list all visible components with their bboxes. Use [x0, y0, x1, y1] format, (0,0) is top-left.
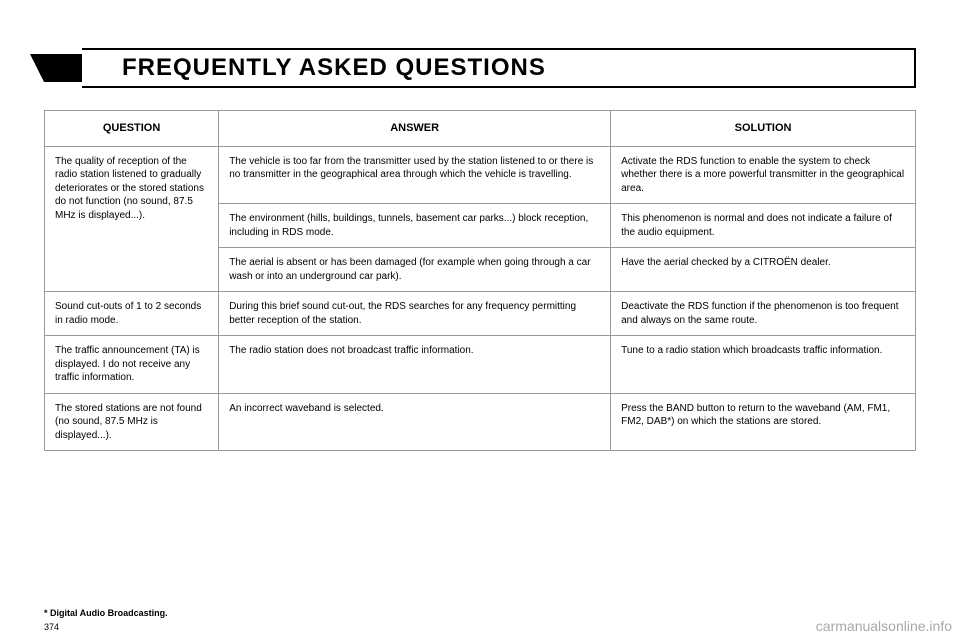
cell-answer: The radio station does not broadcast tra… [219, 336, 611, 394]
page-title: FREQUENTLY ASKED QUESTIONS [122, 54, 546, 82]
cell-answer: An incorrect waveband is selected. [219, 393, 611, 451]
table-row: The stored stations are not found (no so… [45, 393, 916, 451]
cell-answer: The environment (hills, buildings, tunne… [219, 204, 611, 248]
col-header-answer: ANSWER [219, 111, 611, 147]
page-number: 374 [44, 622, 59, 632]
cell-question: The stored stations are not found (no so… [45, 393, 219, 451]
cell-solution: Press the BAND button to return to the w… [611, 393, 916, 451]
title-banner: FREQUENTLY ASKED QUESTIONS [44, 36, 916, 96]
cell-solution: Activate the RDS function to enable the … [611, 146, 916, 204]
cell-question: The quality of reception of the radio st… [45, 146, 219, 292]
cell-solution: Tune to a radio station which broadcasts… [611, 336, 916, 394]
watermark: carmanualsonline.info [816, 618, 952, 634]
faq-table: QUESTION ANSWER SOLUTION The quality of … [44, 110, 916, 451]
table-header-row: QUESTION ANSWER SOLUTION [45, 111, 916, 147]
footnote: * Digital Audio Broadcasting. [44, 608, 168, 618]
cell-solution: Have the aerial checked by a CITROËN dea… [611, 248, 916, 292]
title-bar: FREQUENTLY ASKED QUESTIONS [82, 48, 916, 88]
cell-answer: During this brief sound cut-out, the RDS… [219, 292, 611, 336]
cell-answer: The aerial is absent or has been damaged… [219, 248, 611, 292]
cell-solution: Deactivate the RDS function if the pheno… [611, 292, 916, 336]
cell-solution: This phenomenon is normal and does not i… [611, 204, 916, 248]
cell-answer: The vehicle is too far from the transmit… [219, 146, 611, 204]
table-row: Sound cut-outs of 1 to 2 seconds in radi… [45, 292, 916, 336]
table-row: The quality of reception of the radio st… [45, 146, 916, 204]
cell-question: The traffic announcement (TA) is display… [45, 336, 219, 394]
col-header-question: QUESTION [45, 111, 219, 147]
cell-question: Sound cut-outs of 1 to 2 seconds in radi… [45, 292, 219, 336]
col-header-solution: SOLUTION [611, 111, 916, 147]
table-row: The traffic announcement (TA) is display… [45, 336, 916, 394]
